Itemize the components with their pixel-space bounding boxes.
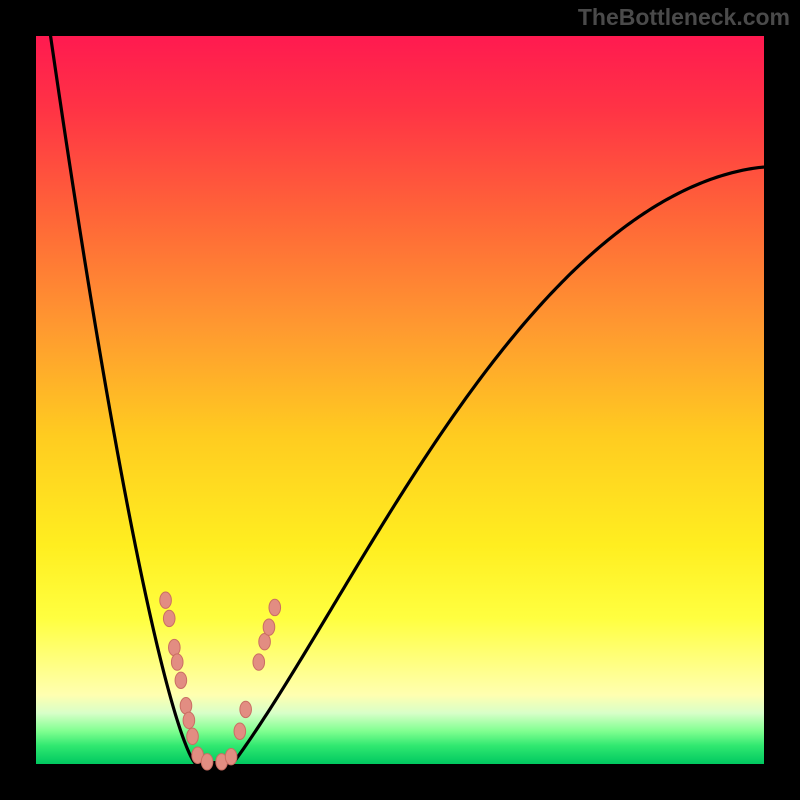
curve-dot — [171, 654, 183, 670]
curve-dot — [225, 749, 237, 765]
curve-dot — [240, 701, 252, 717]
curve-dot — [234, 723, 246, 739]
chart-svg — [0, 0, 800, 800]
curve-dot — [259, 634, 271, 650]
plot-background — [36, 36, 764, 764]
curve-dot — [169, 639, 181, 655]
curve-dot — [263, 619, 275, 635]
curve-dot — [269, 599, 281, 615]
curve-dot — [201, 754, 213, 770]
curve-dot — [253, 654, 265, 670]
curve-dot — [187, 728, 199, 744]
curve-dot — [160, 592, 172, 608]
curve-dot — [180, 698, 192, 714]
chart-frame: TheBottleneck.com — [0, 0, 800, 800]
curve-dot — [163, 610, 175, 626]
curve-dot — [175, 672, 187, 688]
watermark-text: TheBottleneck.com — [578, 4, 790, 31]
curve-dot — [183, 712, 195, 728]
